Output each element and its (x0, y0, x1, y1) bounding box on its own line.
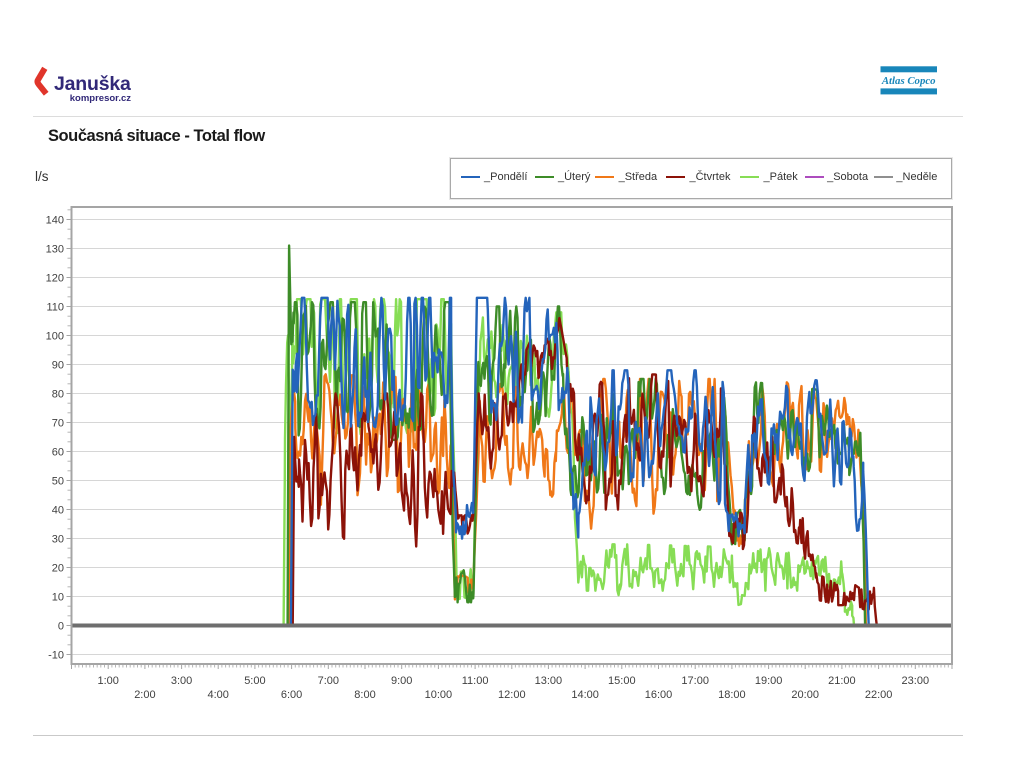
svg-text:11:00: 11:00 (462, 675, 489, 687)
svg-text:7:00: 7:00 (318, 675, 339, 687)
svg-text:100: 100 (46, 331, 64, 343)
svg-text:kompresor.cz: kompresor.cz (70, 93, 131, 104)
svg-text:17:00: 17:00 (681, 675, 709, 687)
svg-text:1:00: 1:00 (97, 675, 118, 687)
svg-text:110: 110 (46, 302, 64, 314)
svg-text:23:00: 23:00 (902, 675, 930, 687)
svg-text:Atlas Copco: Atlas Copco (881, 75, 936, 87)
svg-text:0: 0 (58, 621, 64, 633)
svg-text:22:00: 22:00 (865, 689, 893, 701)
svg-text:20: 20 (52, 563, 64, 575)
svg-text:50: 50 (52, 476, 64, 488)
svg-text:40: 40 (52, 505, 64, 517)
svg-text:21:00: 21:00 (828, 675, 856, 687)
svg-text:13:00: 13:00 (535, 675, 563, 687)
svg-text:8:00: 8:00 (354, 689, 375, 701)
svg-text:15:00: 15:00 (608, 675, 636, 687)
svg-text:5:00: 5:00 (244, 675, 265, 687)
svg-text:14:00: 14:00 (571, 689, 599, 701)
svg-text:30: 30 (52, 534, 64, 546)
svg-text:10:00: 10:00 (425, 689, 453, 701)
svg-text:-10: -10 (48, 650, 64, 662)
svg-text:18:00: 18:00 (718, 689, 746, 701)
svg-text:Januška: Januška (54, 73, 131, 95)
svg-text:60: 60 (52, 447, 64, 459)
svg-text:70: 70 (52, 418, 64, 430)
svg-text:20:00: 20:00 (791, 689, 819, 701)
svg-text:6:00: 6:00 (281, 689, 302, 701)
svg-text:19:00: 19:00 (755, 675, 783, 687)
svg-text:16:00: 16:00 (645, 689, 673, 701)
svg-text:140: 140 (46, 215, 64, 227)
svg-text:9:00: 9:00 (391, 675, 412, 687)
svg-text:120: 120 (46, 273, 64, 285)
svg-text:4:00: 4:00 (207, 689, 228, 701)
svg-text:80: 80 (52, 389, 64, 401)
svg-text:2:00: 2:00 (134, 689, 155, 701)
svg-text:12:00: 12:00 (498, 689, 526, 701)
svg-text:90: 90 (52, 360, 64, 372)
svg-text:10: 10 (52, 592, 64, 604)
svg-text:3:00: 3:00 (171, 675, 192, 687)
svg-text:130: 130 (46, 244, 64, 256)
